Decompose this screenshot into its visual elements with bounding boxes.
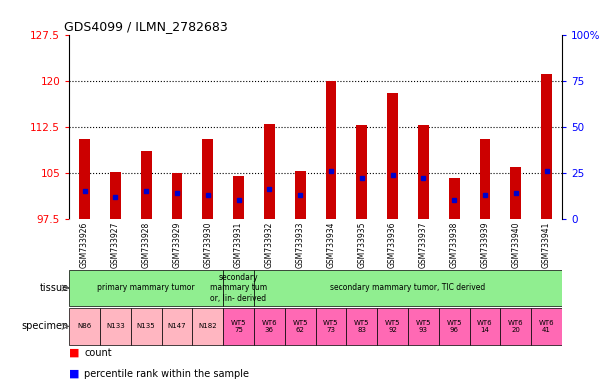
Bar [233,177,244,219]
Text: GSM733928: GSM733928 [142,221,151,268]
Text: GSM733926: GSM733926 [80,221,89,268]
Text: WT5
83: WT5 83 [354,320,370,333]
Text: GSM733936: GSM733936 [388,221,397,268]
Bar [223,308,254,345]
Bar [510,167,521,219]
Bar [264,124,275,219]
Text: GSM733941: GSM733941 [542,221,551,268]
Bar [316,308,346,345]
Text: WT5
62: WT5 62 [292,320,308,333]
Bar [285,308,316,345]
Text: GSM733927: GSM733927 [111,221,120,268]
Text: N135: N135 [137,323,156,329]
Text: GSM733939: GSM733939 [480,221,489,268]
Text: WT5
75: WT5 75 [231,320,246,333]
Bar [141,151,151,219]
Text: GSM733940: GSM733940 [511,221,520,268]
Bar [408,308,439,345]
Text: GSM733933: GSM733933 [296,221,305,268]
Text: secondary mammary tumor, TIC derived: secondary mammary tumor, TIC derived [331,283,486,293]
Text: GSM733929: GSM733929 [172,221,182,268]
Bar [223,270,254,306]
Bar [356,125,367,219]
Text: WT6
41: WT6 41 [538,320,554,333]
Bar [541,74,552,219]
Text: ■: ■ [69,348,79,358]
Text: GSM733938: GSM733938 [450,221,459,268]
Text: GSM733932: GSM733932 [265,221,274,268]
Bar [100,308,131,345]
Bar [294,171,305,219]
Text: primary mammary tumor: primary mammary tumor [97,283,195,293]
Bar [192,308,223,345]
Bar [377,308,408,345]
Bar [439,308,469,345]
Bar [162,308,192,345]
Bar [418,125,429,219]
Bar [501,308,531,345]
Text: GSM733935: GSM733935 [357,221,366,268]
Text: WT5
96: WT5 96 [447,320,462,333]
Text: GSM733934: GSM733934 [326,221,335,268]
Text: secondary
mammary tum
or, lin- derived: secondary mammary tum or, lin- derived [210,273,267,303]
Text: GDS4099 / ILMN_2782683: GDS4099 / ILMN_2782683 [64,20,228,33]
Bar [469,308,501,345]
Text: GSM733930: GSM733930 [203,221,212,268]
Text: WT6
36: WT6 36 [261,320,277,333]
Bar [203,139,213,219]
Text: tissue: tissue [40,283,69,293]
Text: WT5
73: WT5 73 [323,320,339,333]
Bar [254,308,285,345]
Bar [449,178,460,219]
Bar [346,308,377,345]
Bar [171,173,182,219]
Text: ■: ■ [69,369,79,379]
Bar [387,93,398,219]
Bar [110,172,121,219]
Bar [69,270,223,306]
Text: count: count [84,348,112,358]
Text: WT6
20: WT6 20 [508,320,523,333]
Text: specimen: specimen [21,321,69,331]
Text: WT5
92: WT5 92 [385,320,400,333]
Text: N182: N182 [198,323,217,329]
Text: percentile rank within the sample: percentile rank within the sample [84,369,249,379]
Bar [531,308,562,345]
Text: GSM733931: GSM733931 [234,221,243,268]
Text: WT6
14: WT6 14 [477,320,493,333]
Text: N147: N147 [168,323,186,329]
Text: N86: N86 [78,323,91,329]
Text: N133: N133 [106,323,124,329]
Bar [79,139,90,219]
Bar [254,270,562,306]
Bar [480,139,490,219]
Bar [326,81,337,219]
Text: WT5
93: WT5 93 [415,320,431,333]
Text: GSM733937: GSM733937 [419,221,428,268]
Bar [131,308,162,345]
Bar [69,308,100,345]
